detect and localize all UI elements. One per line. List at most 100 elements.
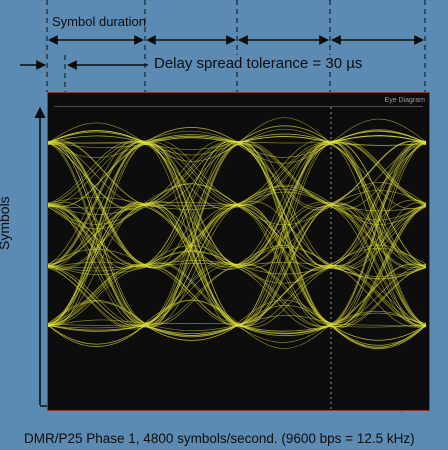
eye-trace — [48, 261, 146, 268]
eye-trace — [48, 267, 146, 326]
eye-trace — [48, 204, 146, 327]
eye-trace — [144, 141, 239, 205]
eye-trace — [237, 205, 332, 326]
eye-trace — [237, 188, 332, 206]
eye-trace — [48, 205, 146, 209]
eye-trace — [237, 322, 332, 343]
eye-trace — [48, 265, 146, 325]
eye-trace — [144, 323, 239, 332]
eye-trace — [237, 117, 332, 145]
scope-title: Eye Diagram — [384, 97, 425, 104]
eye-trace — [48, 139, 146, 265]
x-axis-label: Time — [393, 390, 426, 407]
eye-trace — [144, 143, 239, 329]
eye-trace — [330, 143, 427, 325]
eye-trace — [144, 183, 239, 206]
eye-trace — [48, 141, 146, 206]
eye-trace — [48, 324, 146, 347]
eye-trace — [48, 131, 146, 144]
eye-trace — [330, 265, 427, 327]
eye-trace — [48, 264, 146, 275]
eye-trace — [237, 324, 332, 332]
eye-trace — [237, 267, 332, 327]
eye-trace — [330, 182, 427, 207]
eye-trace — [144, 202, 239, 327]
eye-trace — [330, 263, 427, 328]
caption: DMR/P25 Phase 1, 4800 symbols/second. (9… — [24, 431, 415, 446]
eye-trace — [48, 201, 146, 266]
eye-trace — [330, 190, 427, 206]
eye-trace — [48, 265, 146, 330]
eye-trace — [48, 141, 146, 205]
eye-trace — [48, 202, 146, 324]
eye-trace — [237, 136, 332, 144]
eye-trace — [144, 324, 239, 336]
eye-trace — [330, 142, 427, 265]
eye-trace — [144, 263, 239, 324]
eye-trace — [48, 141, 146, 324]
eye-trace — [48, 324, 146, 331]
eye-trace — [237, 142, 332, 265]
eye-trace — [237, 125, 332, 144]
eye-trace — [48, 202, 146, 327]
eye-trace — [144, 137, 239, 144]
eye-trace — [237, 191, 332, 207]
eye-trace — [330, 324, 427, 346]
scope-header-bar — [54, 106, 423, 107]
eye-trace — [144, 250, 239, 268]
eye-trace — [330, 140, 427, 206]
eye-trace — [144, 142, 239, 326]
delay-spread-label: Delay spread tolerance = 30 µs — [150, 55, 367, 72]
eye-trace — [48, 142, 146, 324]
eye-trace — [144, 143, 239, 328]
eye-trace — [237, 266, 332, 325]
eye-trace — [144, 261, 239, 327]
eye-trace — [330, 324, 427, 327]
eye-trace — [48, 144, 146, 326]
eye-trace — [237, 141, 332, 325]
eye-trace — [144, 135, 239, 144]
eye-trace — [237, 324, 332, 337]
eye-trace — [330, 140, 427, 269]
eye-trace — [144, 322, 239, 325]
eye-trace — [237, 141, 332, 267]
eye-trace — [144, 140, 239, 265]
eye-trace — [144, 203, 239, 327]
eye-trace — [237, 141, 332, 326]
eye-diagram-display: Eye Diagram — [47, 92, 430, 411]
eye-trace — [48, 122, 146, 144]
eye-trace — [330, 324, 427, 348]
eye-trace — [144, 324, 239, 338]
eye-trace — [330, 324, 427, 341]
eye-diagram-traces — [48, 107, 427, 409]
eye-trace — [237, 133, 332, 144]
eye-trace — [48, 135, 146, 144]
eye-trace — [330, 204, 427, 268]
eye-trace — [330, 244, 427, 269]
eye-trace — [237, 205, 332, 325]
eye-trace — [144, 324, 239, 341]
eye-trace — [237, 140, 332, 327]
eye-trace — [48, 140, 146, 269]
eye-trace — [144, 127, 239, 144]
eye-trace — [237, 315, 332, 327]
eye-trace — [144, 130, 239, 144]
eye-trace — [48, 140, 146, 267]
eye-trace — [144, 140, 239, 207]
eye-trace — [330, 202, 427, 328]
eye-trace — [48, 319, 146, 327]
eye-trace — [330, 140, 427, 325]
symbol-duration-label: Symbol duration — [52, 14, 146, 29]
eye-trace — [330, 204, 427, 212]
eye-trace — [330, 204, 427, 326]
eye-trace — [48, 300, 146, 325]
eye-trace — [330, 264, 427, 327]
eye-trace — [237, 324, 332, 335]
eye-trace — [237, 203, 332, 327]
eye-trace — [330, 310, 427, 327]
eye-trace — [237, 264, 332, 284]
eye-trace — [330, 118, 427, 144]
eye-trace — [237, 263, 332, 327]
eye-trace — [237, 204, 332, 269]
eye-trace — [48, 202, 146, 269]
